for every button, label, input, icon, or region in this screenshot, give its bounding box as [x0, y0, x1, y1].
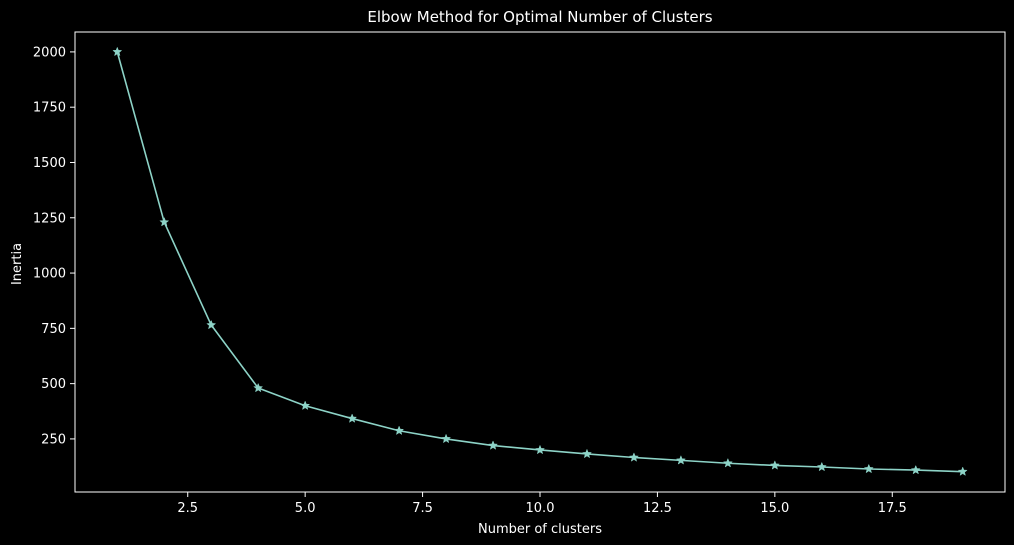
data-point-star: [722, 457, 733, 468]
data-point-star: [394, 425, 405, 436]
data-point-star: [206, 319, 217, 330]
data-point-star: [159, 216, 170, 227]
data-point-star: [910, 464, 921, 475]
x-tick-label: 15.0: [760, 501, 789, 516]
x-tick-label: 7.5: [412, 501, 433, 516]
y-tick-label: 1500: [33, 156, 66, 171]
x-tick-label: 17.5: [878, 501, 907, 516]
y-axis-label: Inertia: [10, 243, 25, 285]
data-point-star: [300, 400, 311, 411]
x-tick-label: 5.0: [295, 501, 316, 516]
x-tick-label: 2.5: [177, 501, 198, 516]
data-point-star: [253, 382, 264, 393]
x-tick-label: 12.5: [643, 501, 672, 516]
data-point-star: [675, 455, 686, 465]
y-tick-label: 2000: [33, 45, 66, 60]
x-axis-label: Number of clusters: [478, 522, 602, 537]
data-point-star: [347, 413, 358, 423]
y-tick-label: 1750: [33, 101, 66, 116]
data-point-star: [863, 463, 874, 474]
data-point-star: [581, 448, 592, 459]
data-point-star: [628, 452, 639, 462]
y-tick-label: 750: [41, 322, 66, 337]
y-tick-label: 250: [41, 432, 66, 447]
x-tick-label: 10.0: [526, 501, 555, 516]
data-point-star: [769, 460, 780, 470]
data-point-star: [816, 461, 827, 472]
y-axis-ticks: 250 500 750 1000 1250 1500 1750 2000: [33, 45, 75, 447]
data-point-star: [957, 466, 968, 476]
series-group: [112, 46, 968, 476]
y-tick-label: 500: [41, 377, 66, 392]
data-point-star: [112, 46, 123, 57]
chart-title: Elbow Method for Optimal Number of Clust…: [367, 8, 712, 26]
data-point-star: [488, 440, 499, 450]
y-tick-label: 1250: [33, 211, 66, 226]
data-point-star: [441, 433, 452, 444]
data-point-star: [534, 444, 546, 455]
y-tick-label: 1000: [33, 267, 66, 282]
x-axis-ticks: 2.5 5.0 7.5 10.0 12.5 15.0 17.5: [177, 492, 907, 516]
